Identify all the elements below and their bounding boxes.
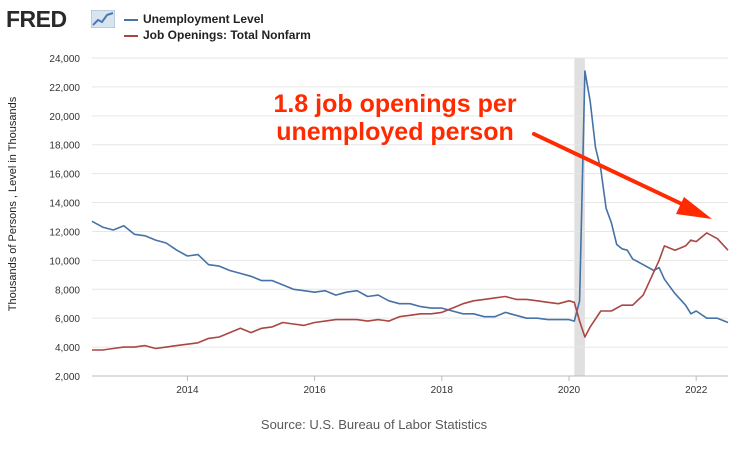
x-tick-label: 2018 <box>431 385 454 396</box>
line-chart: 2,000 4,000 6,000 8,000 10,000 12,000 14,000 16… <box>49 54 729 396</box>
y-tick-label: 22,000 <box>49 83 80 94</box>
annotation-line-1: 1.8 job openings per <box>273 90 516 118</box>
legend-item-unemployment[interactable]: Unemployment Level <box>124 12 264 26</box>
fred-logo[interactable]: FRED <box>6 4 118 34</box>
y-tick-label: 6,000 <box>55 314 80 325</box>
legend-swatch-job-openings <box>124 34 138 37</box>
legend-item-job-openings[interactable]: Job Openings: Total Nonfarm <box>124 28 311 42</box>
y-tick-label: 24,000 <box>49 54 80 65</box>
recession-shading <box>574 58 585 376</box>
y-tick-label: 2,000 <box>55 372 80 383</box>
fred-chart-icon <box>91 10 115 28</box>
series-line-unemployment <box>91 70 729 324</box>
y-tick-label: 10,000 <box>49 256 80 267</box>
legend-label-job-openings: Job Openings: Total Nonfarm <box>143 28 311 42</box>
y-tick-label: 14,000 <box>49 199 80 210</box>
legend-swatch-unemployment <box>124 18 138 21</box>
annotation-arrow-shaft <box>532 132 688 208</box>
y-tick-label: 18,000 <box>49 141 80 152</box>
y-tick-label: 4,000 <box>55 343 80 354</box>
x-tick-label: 2020 <box>558 385 581 396</box>
annotation-line-2: unemployed person <box>276 118 514 146</box>
plot-area <box>92 58 728 376</box>
x-tick-label: 2016 <box>303 385 326 396</box>
y-tick-label: 16,000 <box>49 170 80 181</box>
x-tick-label: 2022 <box>685 385 708 396</box>
series-line-job-openings <box>92 232 729 351</box>
annotation-arrow-head <box>676 197 712 219</box>
fred-logo-text: FRED <box>6 6 67 32</box>
y-tick-label: 12,000 <box>49 227 80 238</box>
legend-label-unemployment: Unemployment Level <box>143 12 264 26</box>
y-tick-label: 20,000 <box>49 112 80 123</box>
x-tick-label: 2014 <box>176 385 199 396</box>
source-note: Source: U.S. Bureau of Labor Statistics <box>260 417 488 432</box>
y-tick-label: 8,000 <box>55 285 80 296</box>
